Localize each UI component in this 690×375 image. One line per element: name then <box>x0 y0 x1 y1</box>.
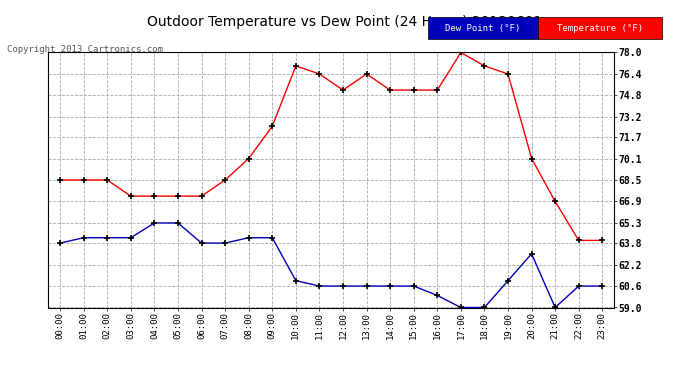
Text: Temperature (°F): Temperature (°F) <box>558 24 643 33</box>
Text: Copyright 2013 Cartronics.com: Copyright 2013 Cartronics.com <box>7 45 163 54</box>
Text: Outdoor Temperature vs Dew Point (24 Hours) 20130601: Outdoor Temperature vs Dew Point (24 Hou… <box>148 15 542 29</box>
Text: Dew Point (°F): Dew Point (°F) <box>445 24 521 33</box>
